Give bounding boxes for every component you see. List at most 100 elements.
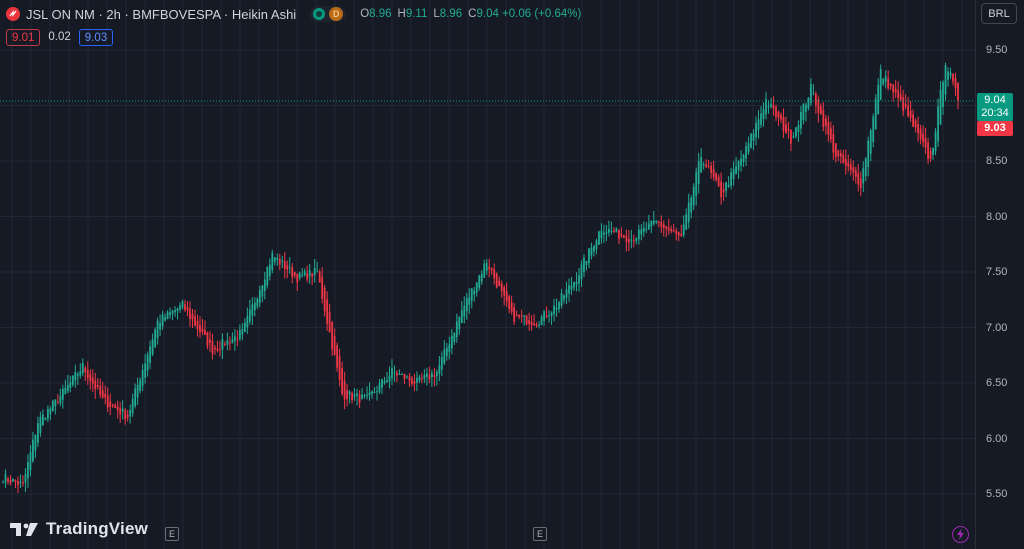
candle: [510, 295, 513, 315]
candle-body: [86, 370, 89, 379]
candle-body: [939, 89, 942, 124]
candle: [907, 96, 910, 118]
lightning-icon[interactable]: [952, 526, 969, 543]
candle: [827, 115, 830, 142]
candle-body: [154, 329, 156, 347]
candle: [144, 354, 147, 384]
market-status[interactable]: D: [310, 6, 347, 22]
candle-body: [104, 393, 107, 398]
ohlc-values: O8.96 H9.11 L8.96 C9.04 +0.06 (+0.64%): [360, 8, 581, 20]
candle-body: [585, 261, 588, 265]
candle-body: [590, 247, 593, 256]
candle: [700, 148, 703, 173]
candle-body: [61, 388, 64, 400]
tradingview-watermark[interactable]: TradingView: [10, 519, 148, 539]
candle-body: [640, 229, 643, 235]
candle: [852, 160, 855, 181]
candle: [174, 306, 176, 317]
earnings-marker[interactable]: E: [533, 527, 547, 541]
candle: [760, 106, 762, 128]
symbol-title[interactable]: JSL ON NM · 2h · BMFBOVESPA · Heikin Ash…: [26, 6, 297, 22]
candle: [27, 454, 29, 488]
candle-body: [281, 260, 284, 262]
candle-body: [485, 262, 488, 271]
price-axis[interactable]: BRL 9.509.008.508.007.507.006.506.005.50…: [975, 0, 1024, 549]
candle-body: [196, 320, 199, 330]
delayed-data-badge[interactable]: D: [329, 7, 344, 21]
candle-body: [224, 344, 226, 346]
candle: [470, 287, 473, 309]
candle: [286, 260, 289, 279]
candle-body: [548, 315, 550, 317]
candle-body: [276, 257, 279, 260]
candle-body: [483, 263, 486, 278]
candle: [745, 141, 747, 166]
candle-body: [710, 165, 713, 173]
sell-button[interactable]: 9.01: [6, 29, 41, 46]
candle: [647, 214, 650, 230]
candle-body: [620, 234, 623, 236]
candle: [411, 376, 413, 387]
candle-body: [752, 133, 755, 141]
candle: [351, 391, 353, 404]
candle-body: [460, 310, 463, 324]
candle: [702, 161, 705, 170]
buy-button[interactable]: 9.03: [78, 29, 114, 46]
candle-body: [882, 78, 885, 85]
candle: [814, 91, 817, 114]
candle: [450, 328, 453, 355]
currency-button[interactable]: BRL: [981, 3, 1017, 24]
candle: [947, 67, 949, 87]
candle: [348, 389, 351, 404]
candle-body: [448, 344, 451, 352]
candle-body: [24, 474, 27, 483]
candle-body: [32, 439, 34, 462]
candle-body: [286, 265, 289, 270]
candle: [238, 324, 241, 342]
price-chart[interactable]: [0, 0, 975, 549]
candle: [847, 154, 850, 172]
candle-body: [807, 97, 810, 109]
candle: [181, 299, 184, 310]
candle: [503, 285, 506, 306]
candle-body: [219, 349, 221, 351]
candle: [458, 316, 461, 335]
candle: [46, 405, 49, 423]
candle: [246, 307, 249, 334]
candle: [797, 120, 800, 142]
candle-body: [383, 381, 386, 384]
candle-body: [331, 322, 334, 350]
candle-body: [720, 181, 723, 198]
candle: [625, 229, 628, 252]
candle: [730, 167, 732, 190]
candle: [725, 181, 728, 198]
candle: [652, 210, 655, 226]
candle: [829, 121, 832, 143]
candle-body: [580, 264, 583, 280]
candle-body: [859, 178, 862, 188]
symbol-logo-icon[interactable]: [6, 7, 20, 21]
candle-body: [428, 375, 431, 380]
candle-body: [857, 173, 860, 185]
candle: [919, 124, 922, 145]
candle-body: [406, 376, 408, 378]
candle-body: [705, 164, 708, 167]
candle: [126, 410, 129, 422]
candle: [695, 167, 698, 206]
candle-body: [283, 261, 286, 270]
candle-body: [802, 103, 805, 121]
candle: [191, 308, 194, 328]
candle: [54, 399, 57, 415]
candle: [687, 193, 690, 229]
candle: [762, 102, 765, 127]
price-tick-label: 6.50: [986, 377, 1008, 389]
candle: [580, 260, 583, 287]
candle-body: [44, 417, 47, 420]
candle: [585, 260, 588, 271]
candle: [849, 158, 852, 176]
candle-body: [453, 332, 456, 343]
earnings-marker[interactable]: E: [165, 527, 179, 541]
candle: [864, 157, 867, 182]
candle: [154, 327, 156, 349]
candle: [391, 359, 393, 386]
